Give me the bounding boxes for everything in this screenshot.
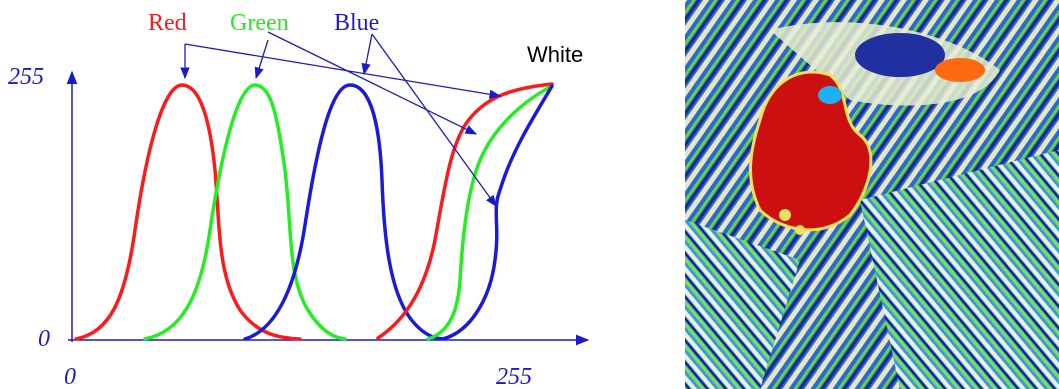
red-white-curve — [378, 84, 552, 338]
blue-white-curve — [446, 86, 552, 338]
x-min-label: 0 — [64, 364, 76, 389]
pseudo-color-image — [685, 0, 1059, 389]
arrow — [372, 34, 496, 206]
red-label: Red — [148, 10, 187, 36]
green-label: Green — [230, 10, 289, 36]
white-label: White — [527, 42, 583, 67]
green-white-curve — [428, 86, 552, 339]
curves — [76, 84, 552, 339]
green-curve — [145, 85, 345, 339]
arrow — [256, 40, 268, 78]
y-min-label: 0 — [38, 326, 50, 352]
x-max-label: 255 — [496, 364, 532, 389]
arrow — [364, 34, 372, 74]
blue-curve — [245, 85, 446, 339]
red-curve — [76, 85, 300, 339]
y-max-label: 255 — [8, 64, 44, 90]
blue-label: Blue — [334, 10, 379, 36]
figure: 255 0 0 255 Red Green Blue White — [0, 0, 1059, 389]
arrow — [268, 32, 476, 134]
